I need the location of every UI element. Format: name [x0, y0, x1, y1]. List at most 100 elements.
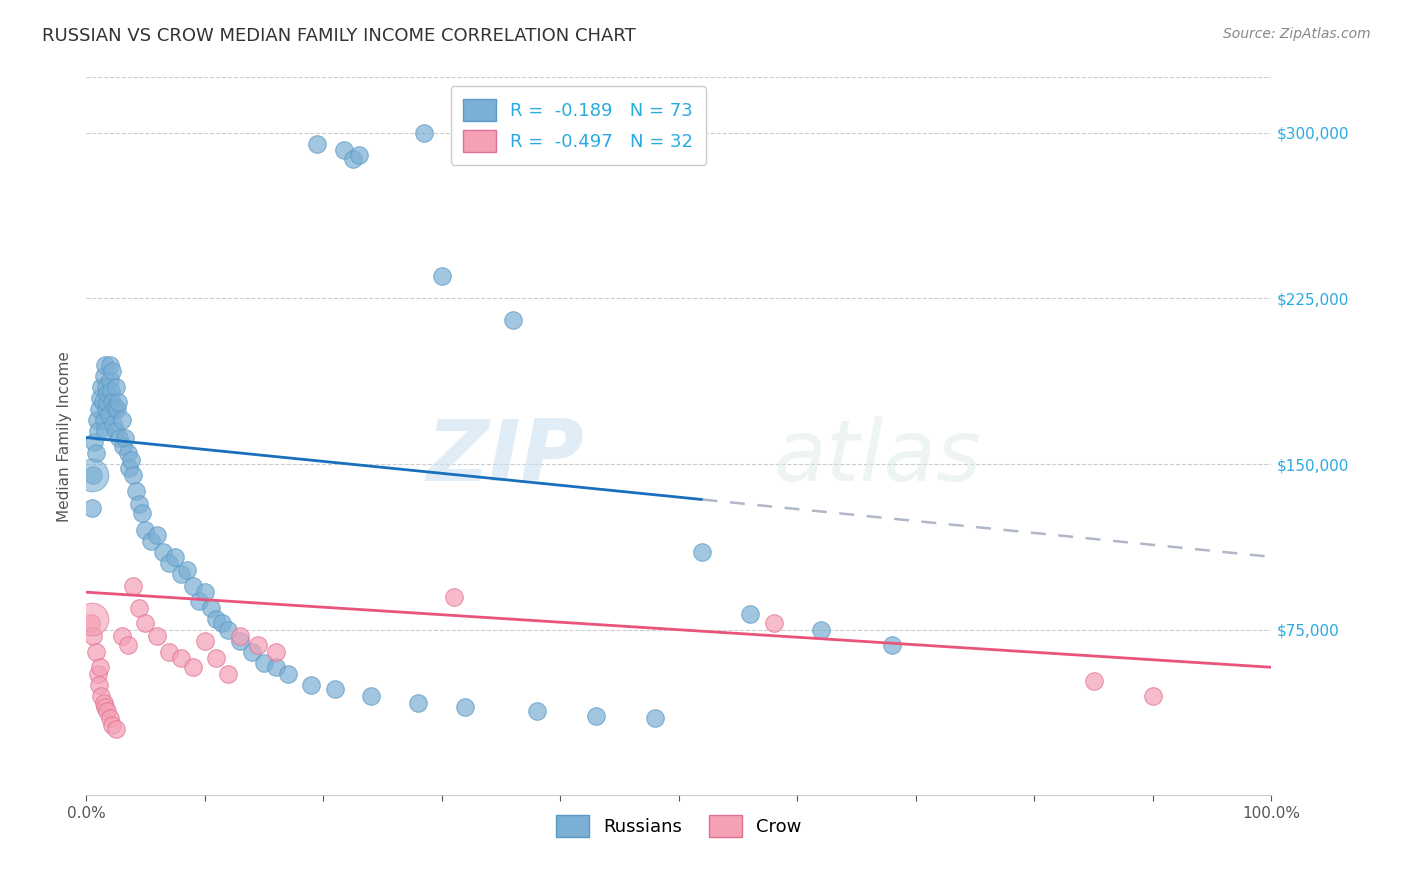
Point	[264, 660, 287, 674]
Point	[131, 506, 153, 520]
Legend: Russians, Crow: Russians, Crow	[548, 807, 808, 844]
Point	[217, 666, 239, 681]
Point	[103, 417, 125, 432]
Point	[152, 545, 174, 559]
Point	[107, 395, 129, 409]
Point	[87, 678, 110, 692]
Point	[122, 578, 145, 592]
Point	[176, 563, 198, 577]
Point	[229, 633, 252, 648]
Point	[157, 645, 180, 659]
Point	[882, 638, 904, 652]
Point	[205, 612, 228, 626]
Point	[108, 430, 131, 444]
Point	[89, 391, 111, 405]
Point	[94, 358, 117, 372]
Point	[502, 313, 524, 327]
Point	[101, 717, 124, 731]
Point	[125, 483, 148, 498]
Point	[93, 413, 115, 427]
Point	[117, 638, 139, 652]
Point	[181, 660, 204, 674]
Point	[80, 616, 103, 631]
Point	[104, 722, 127, 736]
Point	[146, 629, 169, 643]
Point	[93, 368, 115, 383]
Point	[101, 395, 124, 409]
Point	[120, 452, 142, 467]
Point	[96, 386, 118, 401]
Point	[738, 607, 761, 622]
Point	[86, 413, 108, 427]
Point	[94, 424, 117, 438]
Point	[443, 590, 465, 604]
Point	[692, 545, 714, 559]
Point	[205, 651, 228, 665]
Point	[100, 384, 122, 398]
Point	[83, 434, 105, 449]
Point	[104, 424, 127, 438]
Text: atlas: atlas	[773, 417, 981, 500]
Point	[98, 358, 121, 372]
Point	[810, 623, 832, 637]
Point	[128, 497, 150, 511]
Point	[104, 380, 127, 394]
Point	[82, 468, 104, 483]
Text: ZIP: ZIP	[426, 417, 583, 500]
Point	[103, 400, 125, 414]
Point	[114, 430, 136, 444]
Point	[181, 578, 204, 592]
Point	[84, 645, 107, 659]
Point	[347, 147, 370, 161]
Point	[84, 446, 107, 460]
Y-axis label: Median Family Income: Median Family Income	[58, 351, 72, 522]
Point	[157, 557, 180, 571]
Point	[146, 527, 169, 541]
Point	[90, 689, 112, 703]
Point	[299, 678, 322, 692]
Point	[406, 696, 429, 710]
Point	[96, 705, 118, 719]
Point	[80, 501, 103, 516]
Point	[80, 612, 103, 626]
Point	[1142, 689, 1164, 703]
Point	[430, 269, 453, 284]
Point	[187, 594, 209, 608]
Point	[323, 682, 346, 697]
Point	[87, 424, 110, 438]
Point	[96, 380, 118, 394]
Point	[277, 666, 299, 681]
Point	[526, 705, 548, 719]
Point	[91, 395, 114, 409]
Point	[253, 656, 276, 670]
Point	[111, 413, 134, 427]
Point	[194, 633, 217, 648]
Point	[307, 136, 329, 151]
Point	[229, 629, 252, 643]
Point	[93, 696, 115, 710]
Point	[170, 567, 193, 582]
Point	[585, 709, 607, 723]
Point	[82, 629, 104, 643]
Point	[333, 144, 356, 158]
Point	[170, 651, 193, 665]
Point	[134, 616, 156, 631]
Point	[80, 468, 103, 483]
Point	[134, 524, 156, 538]
Point	[200, 600, 222, 615]
Point	[111, 439, 134, 453]
Point	[96, 401, 118, 416]
Point	[94, 700, 117, 714]
Point	[412, 126, 434, 140]
Point	[105, 401, 128, 416]
Point	[211, 616, 233, 631]
Point	[118, 461, 141, 475]
Point	[163, 549, 186, 564]
Point	[644, 711, 666, 725]
Point	[246, 638, 269, 652]
Point	[117, 446, 139, 460]
Point	[217, 623, 239, 637]
Point	[240, 645, 263, 659]
Point	[122, 468, 145, 483]
Text: Source: ZipAtlas.com: Source: ZipAtlas.com	[1223, 27, 1371, 41]
